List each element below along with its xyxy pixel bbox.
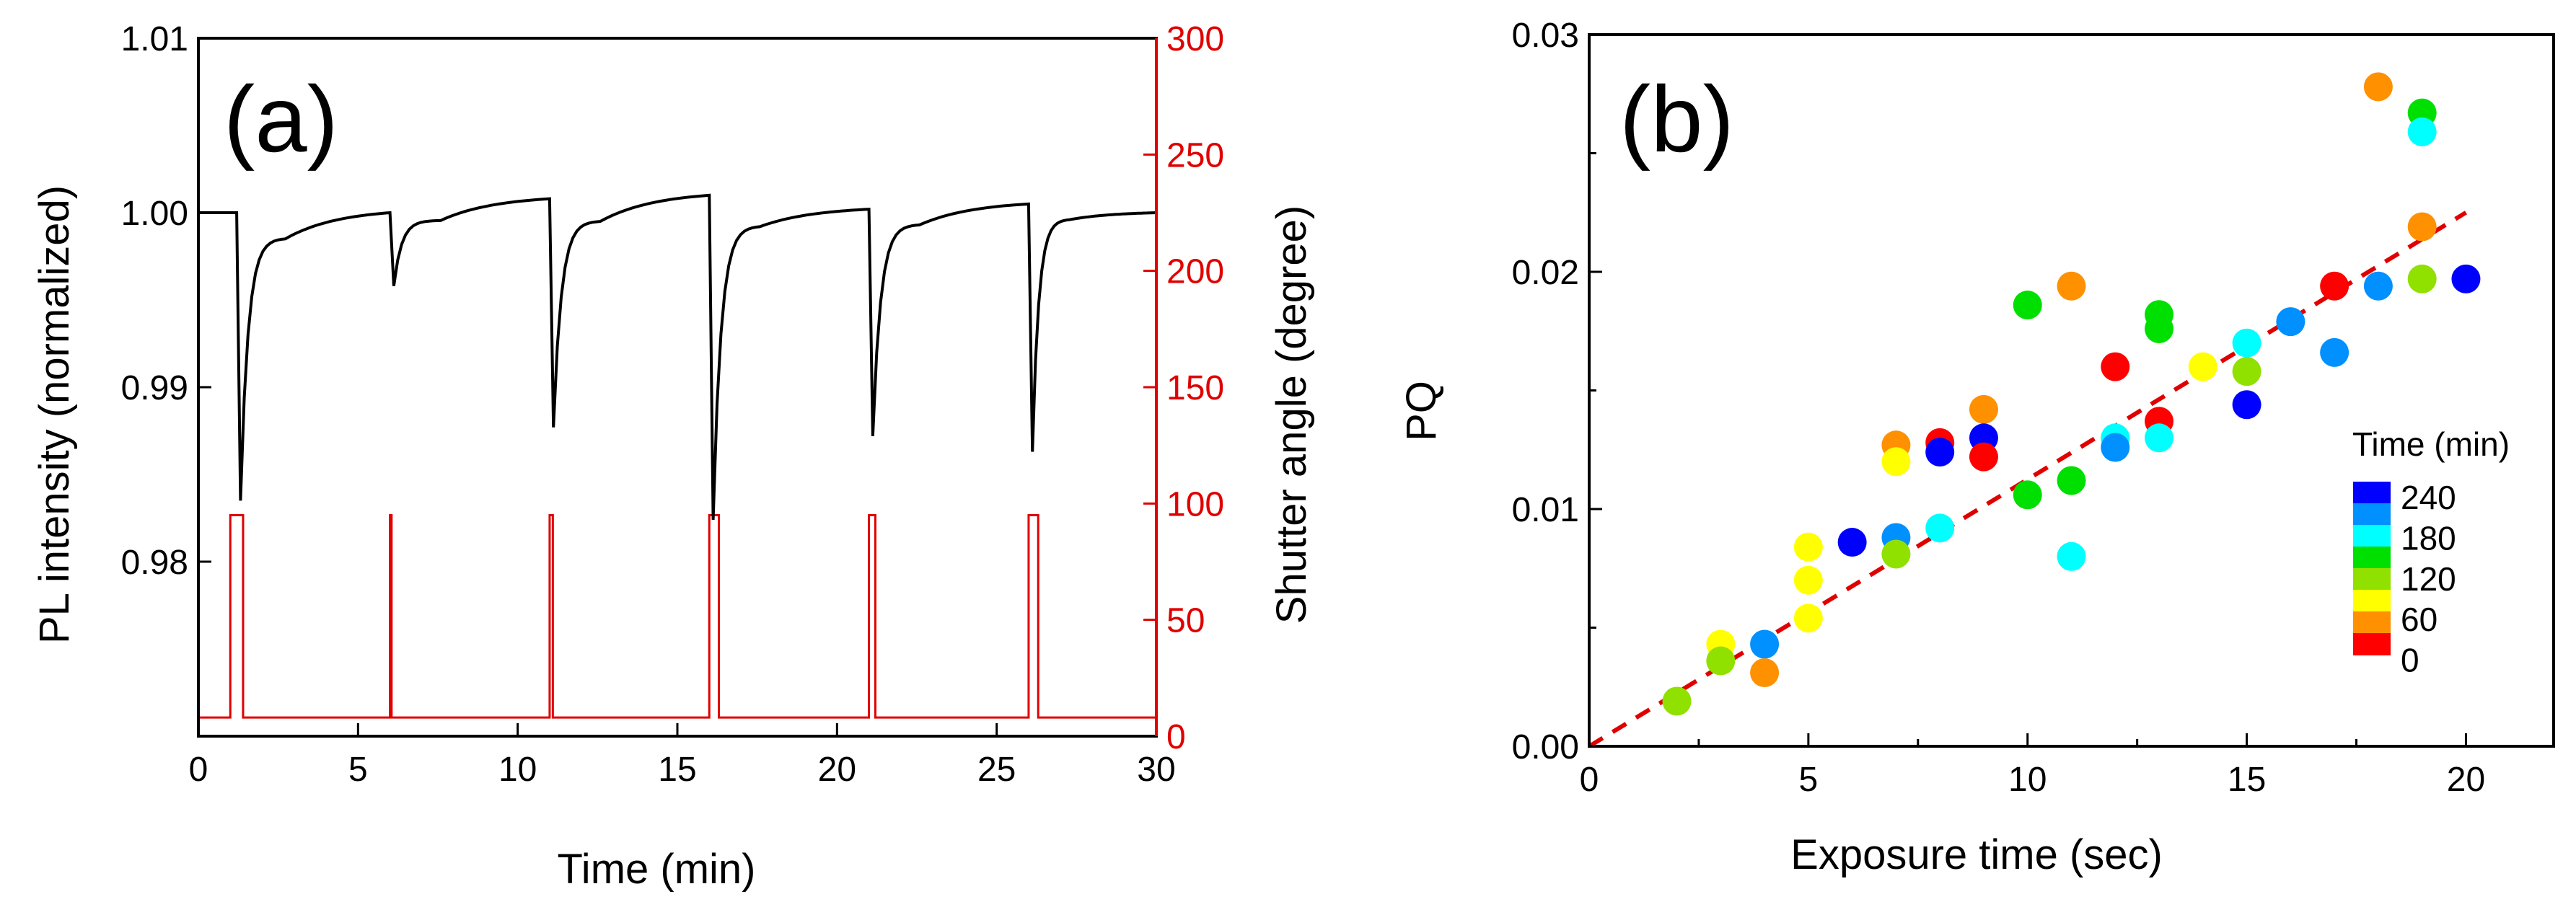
panel-a-frame bbox=[197, 37, 1158, 738]
scatter-points bbox=[1662, 72, 2481, 716]
legend-swatch-1 bbox=[2353, 503, 2391, 526]
fit-line-group bbox=[1588, 211, 2468, 748]
scatter-point-2 bbox=[1706, 646, 1736, 676]
scatter-point-42 bbox=[2407, 212, 2437, 242]
scatter-point-34 bbox=[2232, 390, 2261, 420]
legend-swatch-4 bbox=[2353, 568, 2391, 591]
legend-label-3: 60 bbox=[2401, 601, 2437, 638]
a-right-tick-label-0: 0 bbox=[1166, 718, 1186, 756]
scatter-point-15 bbox=[1925, 513, 1955, 543]
a-y-tick-label-3: 1.01 bbox=[121, 20, 188, 58]
scatter-point-33 bbox=[2232, 357, 2261, 386]
panel-a-label: (a) bbox=[224, 66, 338, 172]
scatter-point-37 bbox=[2320, 337, 2349, 367]
scatter-point-39 bbox=[2363, 271, 2393, 301]
b-y-tick-label-3: 0.03 bbox=[1512, 17, 1579, 55]
a-y-tick-label-0: 0.98 bbox=[121, 544, 188, 582]
a-right-tick-label-1: 50 bbox=[1166, 602, 1205, 640]
panel-a-right-axis-label: Shutter angle (degree) bbox=[1268, 205, 1315, 624]
scatter-point-14 bbox=[1925, 438, 1955, 467]
b-x-tick-label-3: 15 bbox=[2228, 761, 2266, 799]
a-right-tick-label-2: 100 bbox=[1166, 485, 1224, 523]
scatter-point-44 bbox=[2451, 264, 2481, 293]
scatter-point-24 bbox=[2101, 352, 2130, 381]
scatter-point-38 bbox=[2363, 72, 2393, 102]
a-x-tick-label-2: 10 bbox=[498, 751, 537, 789]
b-y-tick-label-0: 0.00 bbox=[1512, 728, 1579, 766]
legend-label-2: 120 bbox=[2401, 560, 2456, 598]
legend-swatch-6 bbox=[2353, 611, 2391, 634]
a-right-tick-label-4: 200 bbox=[1166, 253, 1224, 291]
a-x-tick-label-0: 0 bbox=[189, 751, 208, 789]
shutter-angle-series bbox=[198, 513, 1156, 719]
pl-intensity-series bbox=[198, 193, 1157, 520]
scatter-point-16 bbox=[1969, 394, 1998, 424]
scatter-point-28 bbox=[2145, 314, 2174, 343]
scatter-point-3 bbox=[1750, 629, 1780, 659]
a-x-tick-label-3: 15 bbox=[658, 751, 696, 789]
scatter-point-18 bbox=[1969, 442, 1998, 472]
legend-swatch-2 bbox=[2353, 525, 2391, 547]
shutter-angle-line bbox=[198, 513, 1156, 719]
scatter-point-19 bbox=[2013, 291, 2042, 320]
legend-swatch-5 bbox=[2353, 590, 2391, 612]
a-right-tick-label-5: 250 bbox=[1166, 136, 1224, 174]
panel-b-x-axis-label: Exposure time (sec) bbox=[1790, 831, 2163, 878]
scatter-point-26 bbox=[2101, 433, 2130, 462]
legend-label-4: 0 bbox=[2401, 642, 2419, 679]
scatter-point-41 bbox=[2407, 117, 2437, 146]
panel-a-ticks: 0 5 10 15 20 25 30 0.98 0.99 1.00 1.01 0 50 100 150 200… bbox=[121, 20, 1225, 789]
scatter-point-8 bbox=[1837, 528, 1867, 557]
panel-b: (b) Exposure time (sec) PQ 0 5 10 15 200.000… bbox=[1398, 17, 2555, 878]
panel-a-x-axis-label: Time (min) bbox=[558, 846, 756, 893]
scatter-point-12 bbox=[1881, 539, 1911, 569]
scatter-point-22 bbox=[2057, 466, 2086, 495]
b-x-tick-label-1: 5 bbox=[1799, 761, 1819, 799]
a-x-tick-label-4: 20 bbox=[818, 751, 856, 789]
scatter-point-6 bbox=[1793, 565, 1823, 595]
scatter-point-7 bbox=[1793, 603, 1823, 633]
a-y-tick-label-2: 1.00 bbox=[121, 195, 188, 233]
scatter-point-43 bbox=[2407, 264, 2437, 293]
pl-intensity-line bbox=[198, 193, 1157, 520]
scatter-point-4 bbox=[1750, 658, 1780, 688]
legend-title: Time (min) bbox=[2352, 425, 2510, 463]
scatter-point-36 bbox=[2320, 271, 2349, 301]
scatter-point-21 bbox=[2057, 271, 2086, 301]
panel-b-y-axis-label: PQ bbox=[1398, 381, 1445, 441]
panel-b-frame bbox=[1588, 33, 2555, 748]
scatter-point-20 bbox=[2013, 480, 2042, 510]
scatter-point-10 bbox=[1881, 447, 1911, 477]
scatter-point-31 bbox=[2188, 352, 2217, 381]
scatter-point-0 bbox=[1662, 686, 1692, 716]
a-right-tick-label-6: 300 bbox=[1166, 20, 1224, 58]
legend-swatch-7 bbox=[2353, 633, 2391, 655]
scatter-point-30 bbox=[2145, 423, 2174, 453]
legend-swatch-3 bbox=[2353, 547, 2391, 569]
a-x-tick-label-6: 30 bbox=[1137, 751, 1175, 789]
b-y-tick-label-2: 0.02 bbox=[1512, 254, 1579, 292]
fit-line bbox=[1588, 211, 2468, 748]
panel-b-label: (b) bbox=[1619, 66, 1734, 172]
a-x-tick-label-1: 5 bbox=[348, 751, 368, 789]
scatter-point-35 bbox=[2276, 307, 2305, 337]
a-y-tick-label-1: 0.99 bbox=[121, 369, 188, 407]
scatter-point-32 bbox=[2232, 328, 2261, 358]
legend-swatch-0 bbox=[2353, 482, 2391, 504]
scatter-point-23 bbox=[2057, 541, 2086, 571]
a-x-tick-label-5: 25 bbox=[977, 751, 1016, 789]
a-right-tick-label-3: 150 bbox=[1166, 369, 1224, 407]
legend-label-0: 240 bbox=[2401, 479, 2456, 516]
panel-b-ticks: 0 5 10 15 20 0.00 0.01 0.02 0.03 bbox=[1512, 17, 2486, 799]
b-x-tick-label-0: 0 bbox=[1580, 761, 1599, 799]
b-x-tick-label-2: 10 bbox=[2008, 761, 2047, 799]
b-y-tick-label-1: 0.01 bbox=[1512, 491, 1579, 529]
b-x-tick-label-4: 20 bbox=[2447, 761, 2485, 799]
legend-label-1: 180 bbox=[2401, 519, 2456, 557]
panel-a-y-axis-label: PL intensity (normalized) bbox=[31, 185, 78, 644]
panel-a: (a) Time (min) PL intensity (normalized)… bbox=[31, 20, 1315, 893]
scatter-point-5 bbox=[1793, 532, 1823, 562]
